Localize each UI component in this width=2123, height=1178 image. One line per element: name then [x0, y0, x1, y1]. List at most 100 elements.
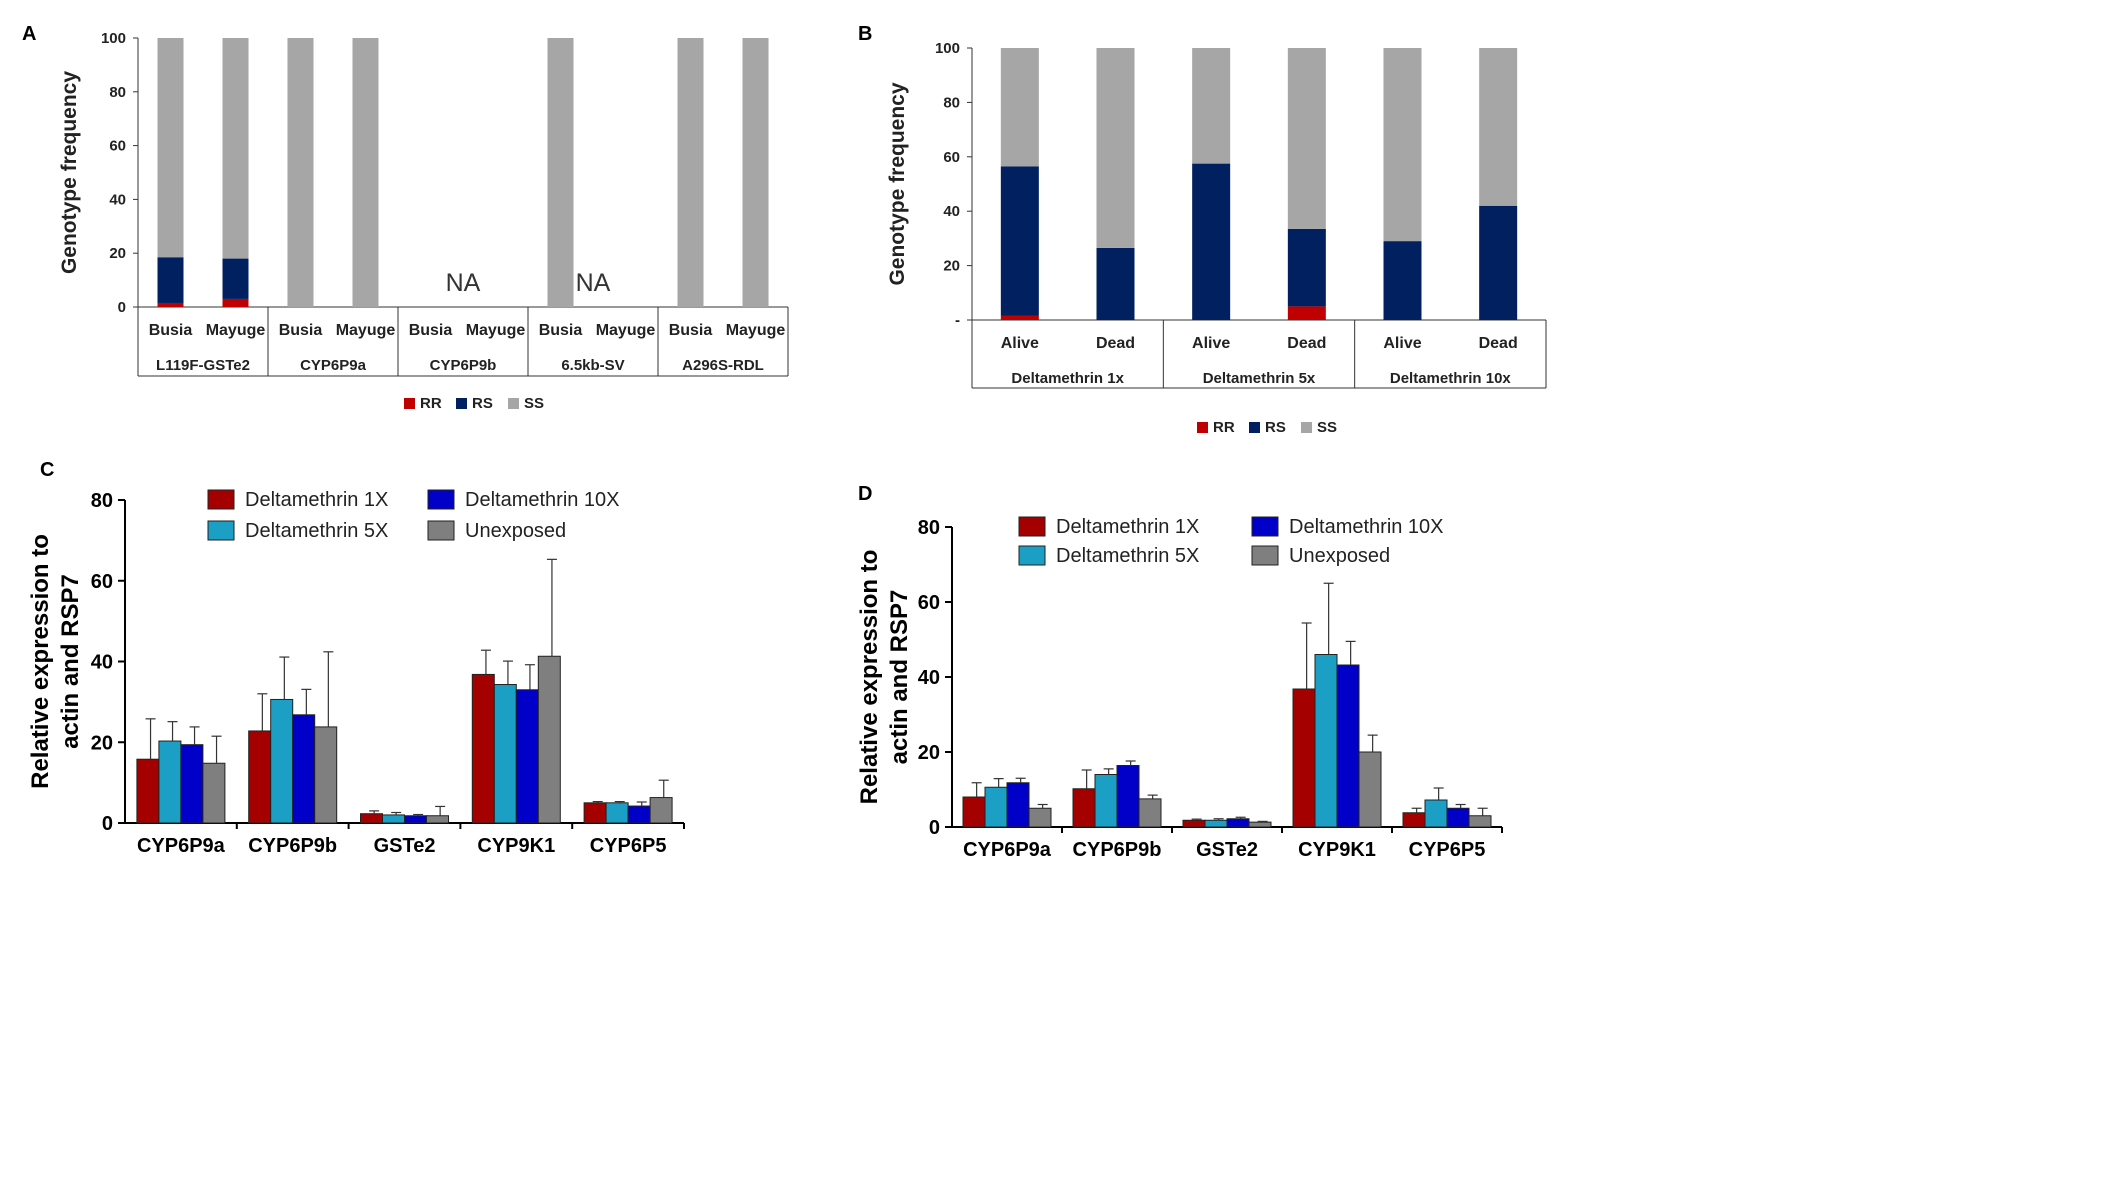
panel-b-group-label: Deltamethrin 10x — [1390, 370, 1512, 387]
panel-a-category-label: Busia — [669, 322, 713, 339]
panel-a-category-label: Mayuge — [336, 322, 396, 339]
panel-b-category-label: Alive — [1192, 335, 1230, 352]
panel-d-legend-swatch — [1018, 545, 1046, 566]
figure-canvas: A B C D 0 20 40 60 80 100 Genotype frequency L1… — [22, 23, 1547, 861]
panel-d-bar-deltamethrin-5x — [984, 786, 1008, 828]
panel-c-bar-deltamethrin-5x — [605, 802, 629, 824]
panel-a-y-axis-label: Genotype frequency — [58, 71, 81, 274]
panel-a-category-label: Busia — [539, 322, 583, 339]
panel-b-y-tick-label: 60 — [943, 149, 960, 166]
panel-a-bar-ss — [287, 38, 314, 307]
panel-c-legend-label: Unexposed — [465, 520, 566, 542]
panel-c-legend-swatch — [427, 520, 455, 541]
panel-a-category-label: Mayuge — [726, 322, 786, 339]
panel-a-category-label: Busia — [149, 322, 193, 339]
panel-a-na-annotation: NA — [446, 269, 481, 297]
panel-c-expression-chart: 0 20 40 60 80 Relative expression to actin and… — [27, 489, 685, 857]
panel-a-legend-swatch — [404, 398, 415, 409]
panel-d-bar-deltamethrin-5x — [1094, 774, 1118, 828]
panel-b-category-label: Dead — [1096, 335, 1135, 352]
panel-a-y-tick-label: 100 — [101, 30, 126, 47]
panel-d-bar-unexposed — [1248, 821, 1272, 828]
panel-c-bar-deltamethrin-10x — [627, 805, 651, 824]
panel-b-y-tick-label: 20 — [943, 258, 960, 275]
panel-a-bar-rs — [157, 257, 184, 303]
panel-d-y-axis-label: actin and RSP7 — [886, 590, 913, 765]
panel-d-bar-deltamethrin-1x — [1402, 812, 1426, 828]
panel-b-bar-rr — [1000, 315, 1039, 320]
panel-d-bar-deltamethrin-1x — [1292, 688, 1316, 828]
panel-d-bar-deltamethrin-10x — [1006, 782, 1030, 828]
panel-b-bar-ss — [1287, 48, 1326, 229]
panel-d-category-label: CYP6P9a — [963, 839, 1052, 861]
panel-a-y-tick-label: 0 — [118, 299, 126, 316]
panel-c-bar-deltamethrin-5x — [158, 740, 182, 824]
panel-d-y-tick-label: 40 — [918, 667, 940, 689]
panel-d-category-label: GSTe2 — [1196, 839, 1258, 861]
panel-d-bar-unexposed — [1468, 815, 1492, 828]
panel-a-bar-rr — [157, 302, 184, 307]
panel-b-legend-label: SS — [1317, 419, 1337, 436]
panel-b-bar-rs — [1000, 166, 1039, 316]
panel-a-legend-label: SS — [524, 395, 544, 412]
panel-a-group-label: CYP6P9b — [430, 357, 497, 374]
panel-d-bar-unexposed — [1028, 807, 1052, 828]
panel-b-y-axis-label: Genotype frequency — [886, 82, 909, 285]
panel-d-legend-label: Unexposed — [1289, 545, 1390, 567]
panel-a-group-label: L119F-GSTe2 — [156, 357, 250, 374]
panel-d-legend-label: Deltamethrin 10X — [1289, 516, 1444, 538]
panel-d-legend-swatch — [1251, 516, 1279, 537]
panel-d-bar-unexposed — [1358, 751, 1382, 828]
panel-d-bar-deltamethrin-10x — [1116, 765, 1140, 828]
panel-a-bar-rs — [222, 258, 249, 299]
panel-a-bar-rr — [222, 298, 249, 307]
panel-d-legend-swatch — [1018, 516, 1046, 537]
panel-b-bar-ss — [1096, 48, 1135, 248]
panel-a-stacked-chart: 0 20 40 60 80 100 Genotype frequency L119F-GSTe… — [58, 30, 789, 412]
panel-a-legend-swatch — [456, 398, 467, 409]
panel-a-y-tick-label: 60 — [109, 138, 126, 155]
panel-d-y-tick-label: 0 — [929, 817, 940, 839]
panel-a-category-label: Mayuge — [596, 322, 656, 339]
panel-d-bar-unexposed — [1138, 798, 1162, 828]
panel-d-legend-label: Deltamethrin 1X — [1056, 516, 1199, 538]
panel-c-category-label: GSTe2 — [374, 835, 436, 857]
panel-a-y-tick-label: 40 — [109, 191, 126, 208]
panel-b-category-label: Alive — [1001, 335, 1039, 352]
panel-c-y-tick-label: 40 — [91, 652, 113, 674]
panel-b-category-label: Dead — [1287, 335, 1326, 352]
panel-d-bar-deltamethrin-10x — [1336, 664, 1360, 828]
panel-c-y-axis-label: actin and RSP7 — [57, 574, 84, 749]
panel-b-y-tick-label: 80 — [943, 94, 960, 111]
panel-a-category-label: Mayuge — [466, 322, 526, 339]
panel-d-y-tick-label: 60 — [918, 592, 940, 614]
panel-c-y-axis-label: Relative expression to — [27, 534, 54, 789]
panel-b-y-tick-label: 100 — [935, 40, 960, 57]
panel-c-bar-unexposed — [426, 815, 449, 824]
panel-c-bar-deltamethrin-1x — [360, 813, 383, 824]
panel-d-bar-deltamethrin-5x — [1204, 819, 1228, 828]
panel-a-bar-ss — [547, 38, 574, 307]
panel-b-bar-ss — [1192, 48, 1231, 164]
panel-c-bar-deltamethrin-1x — [136, 758, 160, 824]
panel-b-bar-rs — [1096, 247, 1135, 320]
panel-b-category-label: Dead — [1479, 335, 1518, 352]
panel-b-bar-rs — [1479, 205, 1518, 320]
panel-d-bar-deltamethrin-1x — [962, 796, 986, 828]
panel-c-bar-deltamethrin-1x — [583, 802, 607, 824]
panel-b-letter: B — [858, 23, 872, 45]
panel-a-na-annotation: NA — [576, 269, 611, 297]
panel-b-legend-label: RR — [1213, 419, 1235, 436]
panel-d-y-tick-label: 80 — [918, 517, 940, 539]
panel-c-legend-swatch — [427, 489, 455, 510]
panel-d-y-tick-label: 20 — [918, 742, 940, 764]
panel-b-category-label: Alive — [1383, 335, 1421, 352]
panel-a-legend-label: RS — [472, 395, 493, 412]
panel-c-letter: C — [40, 459, 54, 481]
panel-b-legend-swatch — [1249, 422, 1260, 433]
panel-d-expression-chart: 0 20 40 60 80 Relative expression to actin and… — [856, 516, 1503, 861]
panel-c-legend-label: Deltamethrin 5X — [245, 520, 388, 542]
panel-c-bar-unexposed — [314, 726, 338, 824]
panel-c-bar-unexposed — [649, 797, 673, 824]
panel-a-y-tick-label: 20 — [109, 245, 126, 262]
